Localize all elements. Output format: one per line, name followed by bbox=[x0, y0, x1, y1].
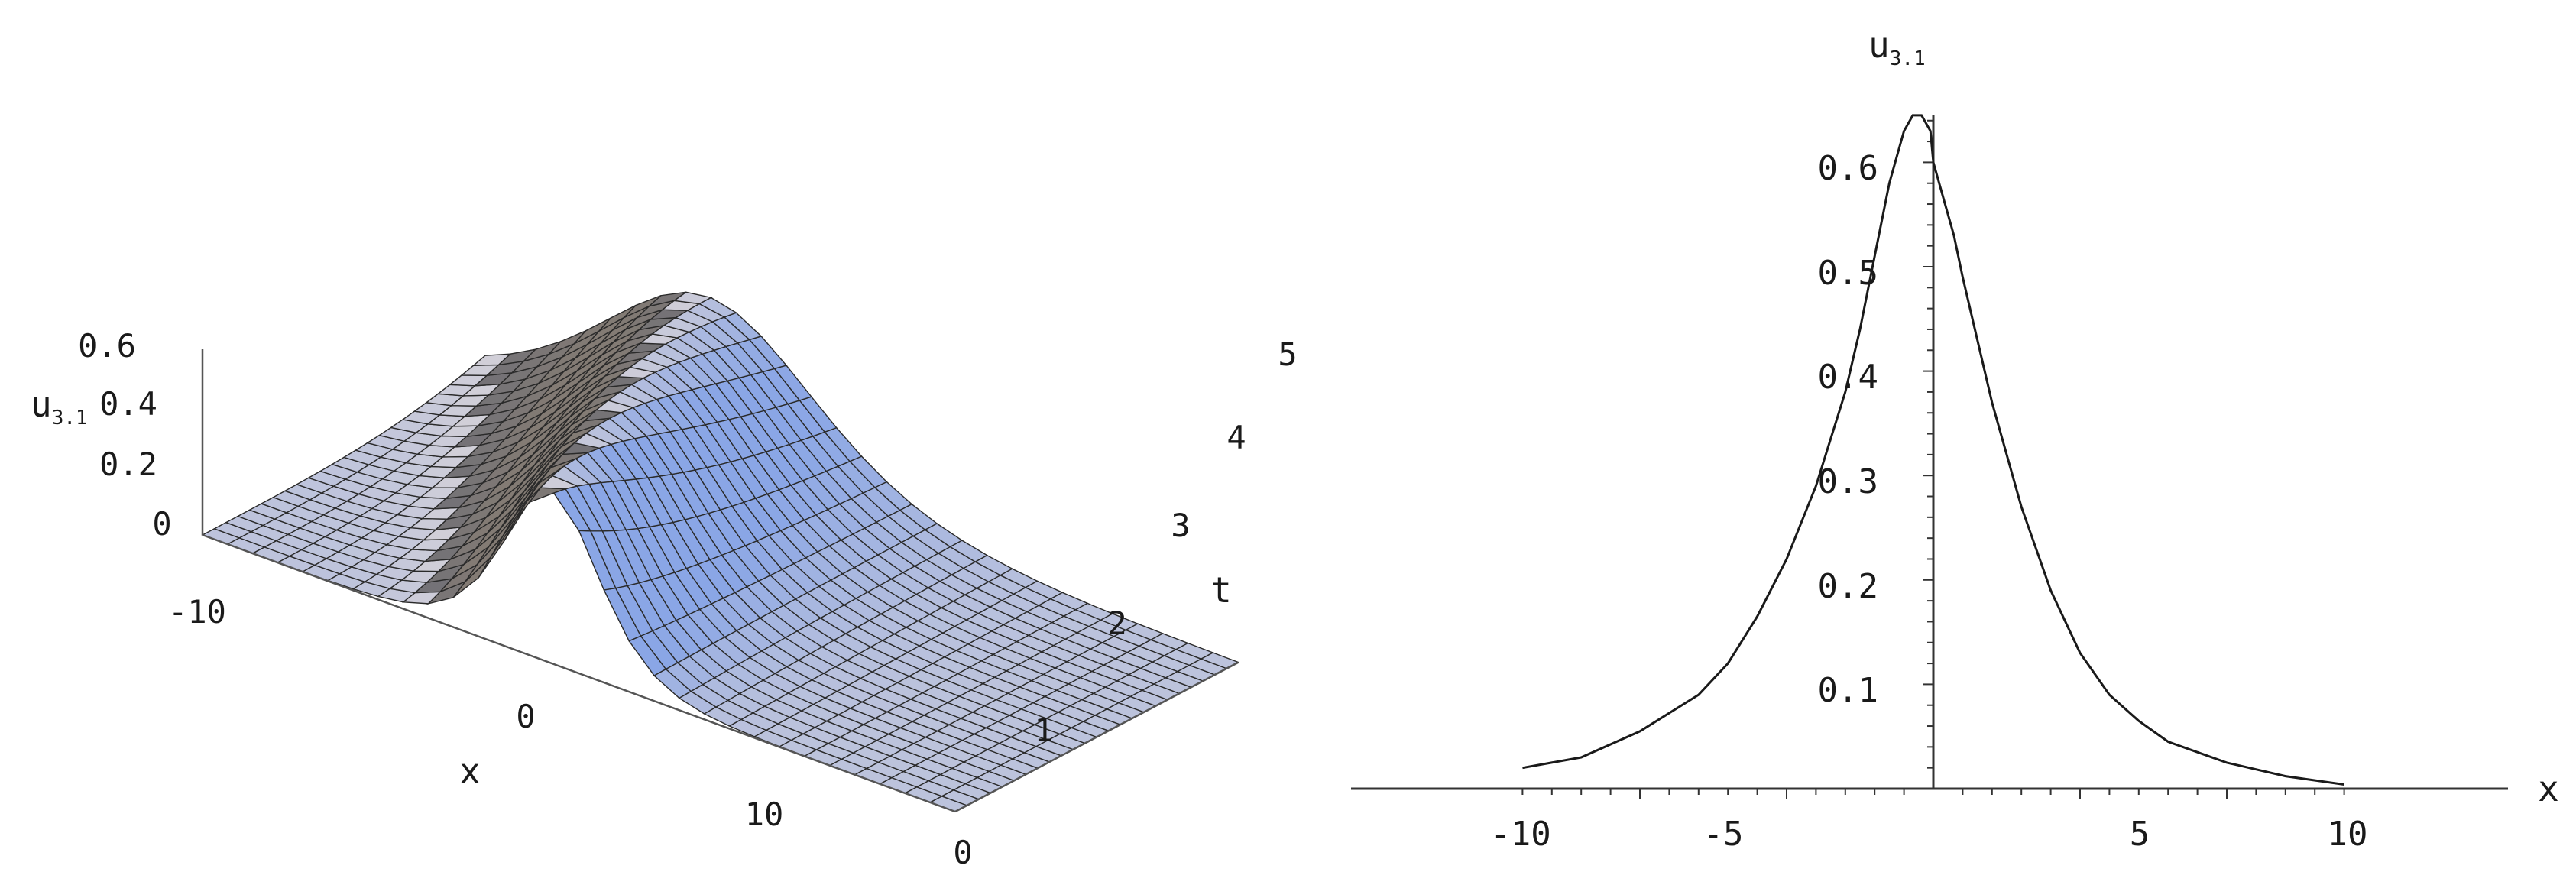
surface-z-tick-3: 0.6 bbox=[78, 327, 136, 365]
surface-x-tick-2: 0 bbox=[516, 698, 535, 735]
surface-mesh-cell bbox=[471, 353, 512, 366]
line-x-tick-1: -10 bbox=[1490, 815, 1550, 854]
surface-x-tick-1: -10 bbox=[168, 593, 226, 630]
surface-z-tick-1: 0.2 bbox=[99, 446, 157, 483]
surface-t-tick-4: 4 bbox=[1226, 419, 1246, 456]
surface-x-axis-line bbox=[202, 533, 956, 813]
line-plot-ticks bbox=[1521, 119, 2345, 799]
surface-t-tick-3: 3 bbox=[1171, 507, 1190, 544]
line-x-axis-title: x bbox=[2538, 768, 2559, 809]
surface-t-tick-0: 0 bbox=[953, 834, 972, 871]
line-y-tick-1: 0.1 bbox=[1818, 671, 1878, 710]
surface-mesh bbox=[201, 291, 1239, 812]
line-y-tick-2: 0.2 bbox=[1818, 567, 1878, 606]
surface-z-axis-title: u3.1 bbox=[31, 384, 88, 430]
surface-z-tick-0: 0 bbox=[152, 505, 171, 543]
line-y-axis-title: u3.1 bbox=[1868, 24, 1926, 70]
surface-t-axis-line bbox=[954, 661, 1239, 813]
line-y-tick-3: 0.3 bbox=[1818, 462, 1878, 501]
line-x-tick-2: -5 bbox=[1703, 815, 1744, 854]
surface-t-tick-2: 2 bbox=[1107, 605, 1126, 642]
line-series-curve bbox=[1522, 114, 2344, 786]
line-y-tick-5: 0.5 bbox=[1818, 254, 1878, 293]
surface-axes bbox=[201, 349, 1239, 813]
surface-x-axis-title: x bbox=[459, 750, 481, 792]
surface-t-axis-title: t bbox=[1210, 569, 1232, 611]
line-plot: -10 -5 5 10 x 0.1 0.2 0.3 0.4 0.5 0.6 u3… bbox=[1351, 24, 2559, 854]
line-y-tick-4: 0.4 bbox=[1818, 358, 1878, 397]
surface-z-tick-2: 0.4 bbox=[99, 385, 157, 423]
line-x-tick-3: 5 bbox=[2130, 815, 2150, 854]
surface-t-tick-1: 1 bbox=[1034, 712, 1053, 749]
surface-t-tick-5: 5 bbox=[1278, 336, 1297, 373]
surface-x-tick-3: 10 bbox=[745, 796, 784, 833]
line-y-tick-6: 0.6 bbox=[1818, 149, 1878, 188]
line-x-tick-4: 10 bbox=[2328, 815, 2368, 854]
surface-plot: -10 0 10 x 0 1 2 3 4 5 t 0 0.2 0.4 0.6 u… bbox=[31, 291, 1298, 871]
